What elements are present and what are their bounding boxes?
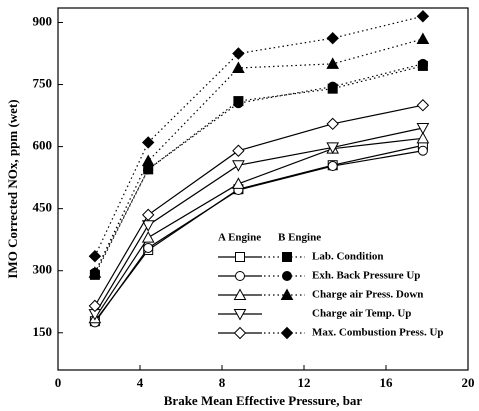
marker bbox=[280, 326, 294, 340]
marker bbox=[141, 231, 155, 243]
marker bbox=[141, 154, 155, 167]
marker bbox=[280, 288, 294, 300]
marker bbox=[233, 98, 244, 109]
marker bbox=[141, 136, 155, 149]
marker bbox=[232, 160, 245, 172]
marker bbox=[235, 271, 245, 281]
legend-label: Charge air Temp. Up bbox=[312, 308, 411, 320]
legend-label: Lab. Condition bbox=[312, 251, 384, 263]
marker bbox=[416, 122, 430, 135]
legend-label: Exh. Back Pressure Up bbox=[312, 270, 420, 282]
marker bbox=[416, 10, 430, 23]
x-axis-label: Brake Mean Effective Pressure, bar bbox=[164, 393, 363, 408]
marker bbox=[232, 177, 245, 189]
y-axis-label: IMO Corrected NOx, ppm (wet) bbox=[5, 99, 20, 278]
marker bbox=[282, 252, 292, 262]
x-tick-label: 0 bbox=[55, 375, 62, 390]
y-tick-label: 300 bbox=[33, 262, 53, 277]
x-tick-label: 8 bbox=[219, 375, 226, 390]
x-tick-label: 4 bbox=[137, 375, 144, 390]
marker bbox=[88, 266, 102, 278]
plot-frame bbox=[57, 7, 469, 371]
marker bbox=[416, 32, 430, 45]
y-tick-label: 900 bbox=[33, 13, 53, 28]
marker bbox=[141, 208, 155, 222]
marker bbox=[235, 252, 245, 262]
x-tick-label: 12 bbox=[298, 375, 311, 390]
marker bbox=[88, 299, 102, 313]
marker bbox=[417, 145, 428, 156]
marker bbox=[326, 117, 339, 131]
marker bbox=[326, 31, 339, 45]
marker bbox=[232, 61, 245, 73]
y-tick-label: 450 bbox=[33, 200, 53, 215]
marker bbox=[233, 326, 247, 340]
marker bbox=[233, 309, 247, 321]
legend-label: Charge air Press. Down bbox=[312, 289, 423, 301]
marker bbox=[416, 99, 430, 112]
marker bbox=[327, 161, 338, 172]
y-tick-label: 150 bbox=[33, 324, 53, 339]
x-tick-label: 16 bbox=[380, 375, 394, 390]
legend-header: A Engine bbox=[218, 232, 261, 244]
marker bbox=[233, 288, 247, 300]
legend-label: Max. Combustion Press. Up bbox=[312, 327, 444, 339]
x-tick-label: 20 bbox=[462, 375, 475, 390]
marker bbox=[416, 131, 430, 144]
marker bbox=[327, 81, 338, 92]
legend-header: B Engine bbox=[278, 232, 321, 244]
marker bbox=[143, 242, 154, 253]
y-tick-label: 600 bbox=[33, 138, 53, 153]
marker bbox=[282, 271, 292, 281]
series-line bbox=[94, 63, 424, 274]
y-tick-label: 750 bbox=[33, 76, 53, 91]
marker bbox=[326, 142, 340, 154]
marker bbox=[143, 164, 154, 175]
marker bbox=[326, 57, 340, 69]
marker bbox=[417, 58, 428, 69]
marker bbox=[88, 250, 102, 263]
marker bbox=[232, 47, 245, 60]
marker bbox=[232, 144, 245, 157]
